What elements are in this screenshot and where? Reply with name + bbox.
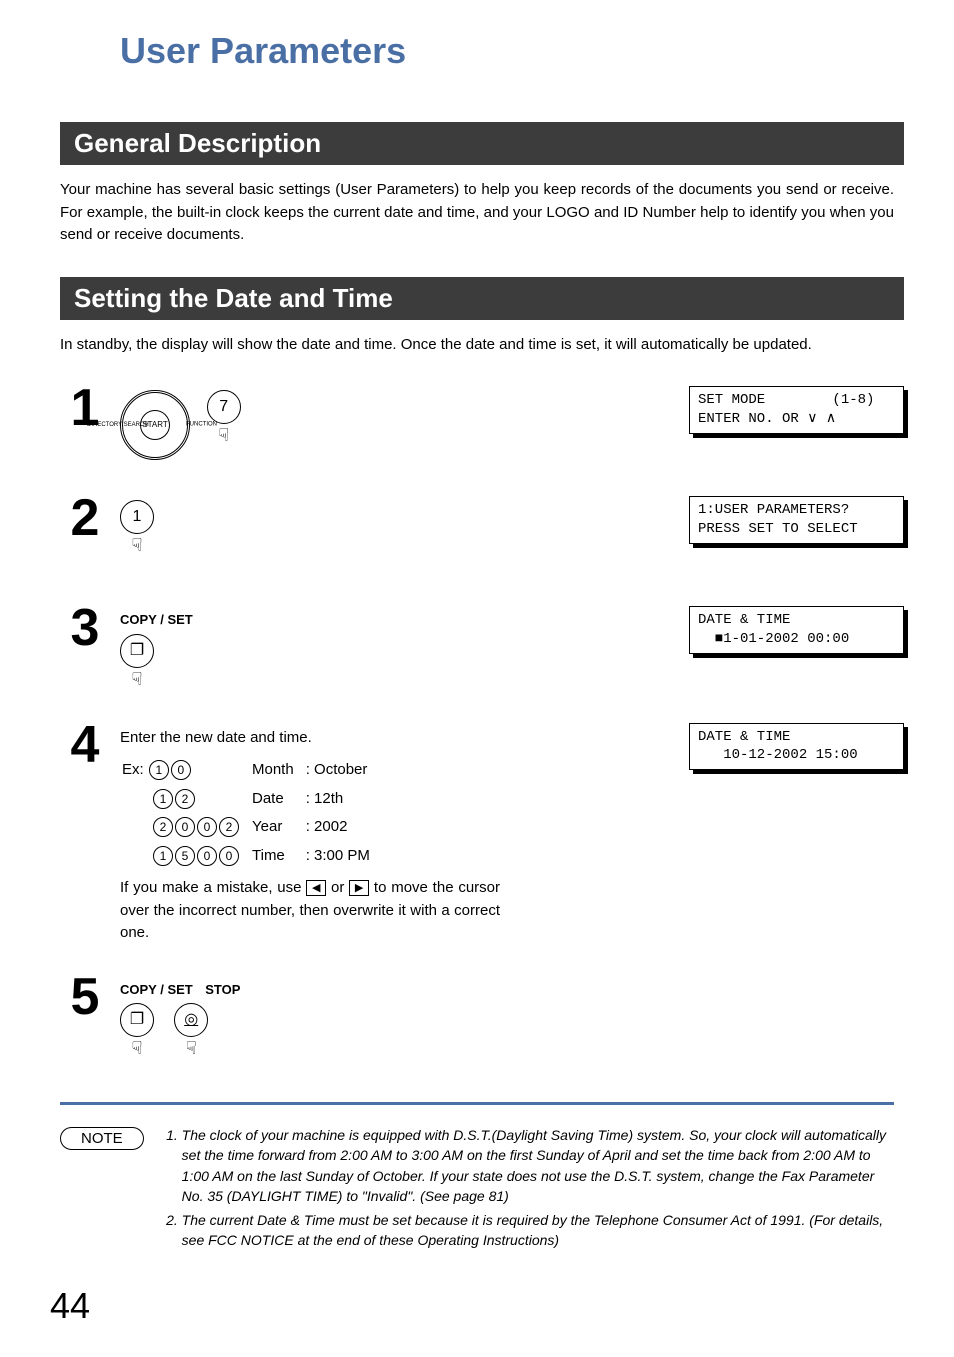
note-text: The clock of your machine is equipped wi…	[164, 1125, 894, 1255]
mistake-note: If you make a mistake, use ◀ or ▶ to mov…	[120, 877, 500, 945]
field-value: : October	[306, 757, 380, 784]
page-title: User Parameters	[120, 30, 904, 72]
key-icon: 0	[197, 817, 217, 837]
dial-label-right: FUNCTION	[186, 421, 217, 430]
field-value: : 2002	[306, 814, 380, 841]
step4-instruction: Enter the new date and time.	[120, 727, 689, 750]
lcd-display-2: 1:USER PARAMETERS? PRESS SET TO SELECT	[689, 496, 904, 544]
key-icon: 5	[175, 846, 195, 866]
step-1: 1 DIRECTORY SEARCH START FUNCTION 7 ☟ SE…	[50, 386, 904, 466]
key-icon: 0	[171, 760, 191, 780]
step-number: 2	[50, 492, 120, 544]
lcd-display-3: DATE & TIME ■1-01-2002 00:00	[689, 606, 904, 654]
section-heading-datetime: Setting the Date and Time	[60, 277, 904, 320]
step-5: 5 COPY / SET STOP ❐ ☟ ◎ ☟	[50, 975, 904, 1063]
page-number: 44	[50, 1285, 904, 1327]
key-icon: 0	[175, 817, 195, 837]
step-number: 5	[50, 971, 120, 1023]
field-label: Date	[252, 786, 304, 813]
copy-set-label: COPY / SET	[120, 980, 193, 1000]
dial-center-label: START	[140, 410, 170, 440]
press-hand-icon: ☟	[120, 532, 154, 559]
section-heading-general: General Description	[60, 122, 904, 165]
note-section: NOTE The clock of your machine is equipp…	[60, 1125, 894, 1255]
section-divider	[60, 1102, 894, 1105]
note-item-1: The clock of your machine is equipped wi…	[182, 1125, 894, 1206]
key-icon: 2	[175, 789, 195, 809]
copy-set-button-icon: ❐	[120, 1003, 154, 1037]
key-icon: 1	[149, 760, 169, 780]
press-hand-icon: ☟	[174, 1035, 208, 1062]
step-2: 2 1 ☟ 1:USER PARAMETERS? PRESS SET TO SE…	[50, 496, 904, 576]
copy-set-button-icon: ❐	[120, 634, 154, 668]
keypad-7: 7	[207, 390, 241, 424]
table-row: 12 Date : 12th	[122, 786, 380, 813]
lcd-display-4: DATE & TIME 10-12-2002 15:00	[689, 723, 904, 771]
keypad-1: 1	[120, 500, 154, 534]
field-value: : 12th	[306, 786, 380, 813]
step-4: 4 Enter the new date and time. Ex: 10 Mo…	[50, 723, 904, 945]
press-hand-icon: ☟	[120, 1035, 154, 1062]
lcd-display-1: SET MODE (1-8) ENTER NO. OR ∨ ∧	[689, 386, 904, 434]
table-row: 1500 Time : 3:00 PM	[122, 843, 380, 870]
press-hand-icon: ☟	[120, 666, 154, 693]
key-icon: 1	[153, 789, 173, 809]
step-number: 4	[50, 719, 120, 771]
step-3: 3 COPY / SET ❐ ☟ DATE & TIME ■1-01-2002 …	[50, 606, 904, 693]
stop-label: STOP	[205, 980, 240, 1000]
dial-icon: DIRECTORY SEARCH START FUNCTION	[120, 390, 190, 460]
field-label: Time	[252, 843, 304, 870]
arrow-right-icon: ▶	[349, 880, 369, 896]
table-row: 2002 Year : 2002	[122, 814, 380, 841]
step-number: 3	[50, 602, 120, 654]
key-icon: 0	[197, 846, 217, 866]
datetime-intro: In standby, the display will show the da…	[60, 334, 894, 357]
key-icon: 2	[219, 817, 239, 837]
note-item-2: The current Date & Time must be set beca…	[182, 1210, 894, 1251]
date-entry-table: Ex: 10 Month : October 12 Date : 12th 20…	[120, 755, 382, 871]
ex-label: Ex:	[122, 761, 144, 778]
note-badge: NOTE	[60, 1127, 144, 1150]
key-icon: 1	[153, 846, 173, 866]
copy-set-label: COPY / SET	[120, 610, 689, 630]
key-icon: 0	[219, 846, 239, 866]
table-row: Ex: 10 Month : October	[122, 757, 380, 784]
key-icon: 2	[153, 817, 173, 837]
field-label: Year	[252, 814, 304, 841]
general-description-body: Your machine has several basic settings …	[60, 179, 894, 247]
stop-button-icon: ◎	[174, 1003, 208, 1037]
field-value: : 3:00 PM	[306, 843, 380, 870]
arrow-left-icon: ◀	[306, 880, 326, 896]
field-label: Month	[252, 757, 304, 784]
